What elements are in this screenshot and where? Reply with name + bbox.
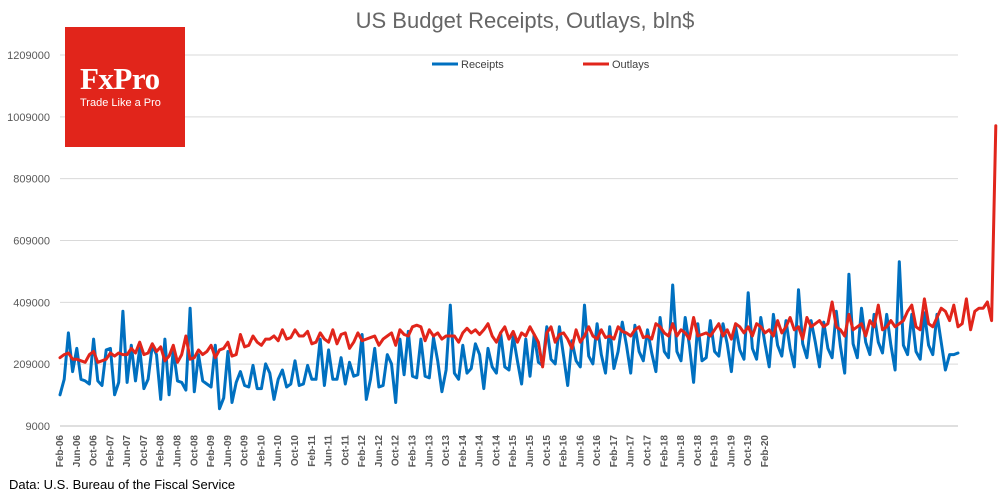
chart-title: US Budget Receipts, Outlays, bln$ xyxy=(356,8,695,33)
x-tick-label: Feb-08 xyxy=(156,435,167,468)
y-tick-label: 1209000 xyxy=(7,50,50,62)
x-tick-label: Jun-12 xyxy=(374,435,385,468)
series-line-outlays xyxy=(58,124,998,369)
x-tick-label: Oct-18 xyxy=(693,435,704,467)
x-tick-label: Jun-09 xyxy=(223,435,234,468)
x-tick-label: Jun-11 xyxy=(324,435,335,467)
logo-tagline: Trade Like a Pro xyxy=(80,97,161,109)
x-tick-label: Feb-09 xyxy=(206,435,217,468)
x-tick-label: Feb-17 xyxy=(609,435,620,468)
x-tick-label: Oct-07 xyxy=(139,435,150,467)
y-tick-label: 809000 xyxy=(13,174,50,186)
x-tick-label: Feb-07 xyxy=(105,435,116,468)
y-tick-label: 209000 xyxy=(13,359,50,371)
fxpro-logo: FxPro Trade Like a Pro xyxy=(65,27,185,147)
x-tick-label: Feb-20 xyxy=(760,435,771,468)
x-tick-label: Oct-08 xyxy=(189,435,200,467)
x-tick-label: Oct-11 xyxy=(340,435,351,466)
legend: Receipts Outlays xyxy=(432,59,650,71)
x-tick-label: Feb-13 xyxy=(407,435,418,468)
x-tick-label: Feb-06 xyxy=(55,435,66,468)
x-tick-label: Oct-14 xyxy=(491,435,502,467)
x-tick-label: Jun-06 xyxy=(72,435,83,468)
x-tick-label: Oct-19 xyxy=(743,435,754,467)
x-tick-label: Feb-15 xyxy=(508,435,519,468)
x-tick-label: Jun-16 xyxy=(575,435,586,468)
x-tick-label: Jun-15 xyxy=(525,435,536,468)
x-tick-label: Jun-18 xyxy=(676,435,687,468)
x-tick-label: Oct-16 xyxy=(592,435,603,467)
x-tick-label: Oct-13 xyxy=(441,435,452,467)
x-tick-label: Jun-13 xyxy=(424,435,435,468)
x-tick-label: Oct-06 xyxy=(89,435,100,467)
x-tick-label: Oct-09 xyxy=(240,435,251,467)
series-line-receipts xyxy=(58,260,960,411)
legend-label-receipts: Receipts xyxy=(461,59,504,71)
x-tick-label: Feb-11 xyxy=(307,435,318,467)
x-tick-label: Jun-07 xyxy=(122,435,133,468)
x-tick-label: Oct-12 xyxy=(391,435,402,467)
x-tick-label: Oct-15 xyxy=(542,435,553,467)
x-tick-label: Jun-08 xyxy=(172,435,183,468)
x-tick-label: Feb-12 xyxy=(357,435,368,468)
x-tick-label: Feb-18 xyxy=(659,435,670,468)
y-tick-label: 609000 xyxy=(13,236,50,248)
x-tick-label: Feb-19 xyxy=(710,435,721,468)
y-tick-label: 409000 xyxy=(13,297,50,309)
series-lines xyxy=(58,124,998,411)
x-tick-label: Oct-10 xyxy=(290,435,301,467)
y-tick-label: 9000 xyxy=(26,421,50,433)
x-tick-label: Oct-17 xyxy=(642,435,653,467)
x-tick-label: Feb-10 xyxy=(256,435,267,468)
source-note: Data: U.S. Bureau of the Fiscal Service xyxy=(9,477,236,492)
x-axis: Feb-06 Jun-06 Oct-06 Feb-07 Jun-07 Oct-07 Feb-… xyxy=(55,425,958,468)
logo-name: FxPro xyxy=(80,61,160,96)
x-tick-label: Jun-17 xyxy=(626,435,637,468)
y-axis: 9000 209000 409000 609000 809000 1009000 12090… xyxy=(7,50,50,433)
x-tick-label: Feb-16 xyxy=(559,435,570,468)
x-tick-label: Jun-10 xyxy=(273,435,284,468)
x-tick-label: Jun-14 xyxy=(475,435,486,468)
y-tick-label: 1009000 xyxy=(7,112,50,124)
x-tick-label: Feb-14 xyxy=(458,435,469,468)
x-tick-label: Jun-19 xyxy=(726,435,737,468)
legend-label-outlays: Outlays xyxy=(612,59,650,71)
